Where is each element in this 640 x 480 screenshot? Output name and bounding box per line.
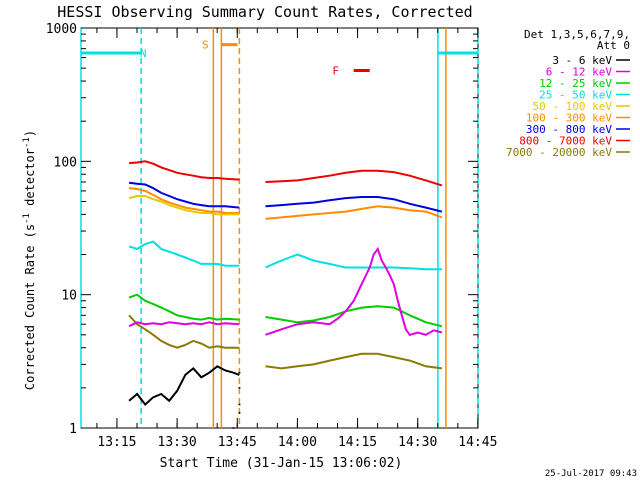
x-tick-label-1: 13:30: [158, 435, 197, 450]
legend-header-1: Att 0: [597, 39, 630, 52]
x-tick-label-0: 13:15: [97, 435, 136, 450]
flag-label-s: S: [202, 39, 209, 52]
series-3-seg-1: [265, 253, 442, 271]
y-tick-label-10: 10: [61, 289, 77, 304]
series-3-seg-0: [128, 240, 240, 267]
series-7-seg-0: [129, 160, 240, 181]
series-2-seg-1: [265, 305, 443, 328]
legend-header-0: Det 1,3,5,6,7,9,: [524, 28, 630, 41]
legend-label-0: 3 - 6 keV: [552, 54, 612, 67]
series-5-seg-0: [128, 187, 240, 214]
legend-label-6: 300 - 800 keV: [526, 123, 612, 136]
series-0-seg-0: [128, 365, 240, 406]
series-8-seg-1: [265, 352, 443, 370]
y-axis-label-part-0: Corrected Count Rate (s: [23, 224, 37, 390]
y-tick-label-1: 1: [69, 422, 77, 437]
legend-label-3: 25 - 50 keV: [539, 89, 612, 102]
footer-date: 25-Jul-2017 09:43: [545, 469, 637, 479]
y-tick-label-100: 100: [54, 155, 77, 170]
x-axis-label: Start Time (31-Jan-15 13:06:02): [160, 456, 403, 471]
y-axis-label-part-1: -1: [22, 213, 32, 224]
legend-label-5: 100 - 300 keV: [526, 112, 612, 125]
series-4-seg-0: [128, 195, 240, 216]
series-1-seg-1: [265, 246, 443, 336]
y-tick-label-1000: 1000: [46, 22, 77, 37]
x-axis: 13:15 13:30 13:45 14:00 14:15 14:30 14:45: [96, 28, 497, 450]
series-6-seg-0: [128, 181, 240, 209]
y-axis: 1 10 100 1000: [46, 22, 478, 437]
series-6-seg-1: [265, 196, 443, 213]
flag-label-n: N: [140, 47, 147, 60]
y-axis-label: Corrected Count Rate (s-1 detector-1): [22, 130, 37, 390]
y-axis-label-part-2: detector: [23, 148, 37, 213]
series-8-seg-0: [128, 314, 240, 349]
chart-title: HESSI Observing Summary Count Rates, Cor…: [57, 3, 472, 21]
legend-label-8: 7000 - 20000 keV: [506, 146, 612, 159]
legend-label-4: 50 - 100 keV: [533, 100, 613, 113]
series-1-seg-0: [128, 321, 240, 328]
x-tick-label-3: 14:00: [278, 435, 317, 450]
x-tick-label-4: 14:15: [338, 435, 377, 450]
series-5-seg-1: [265, 205, 443, 220]
legend-label-1: 6 - 12 keV: [546, 66, 613, 79]
legend-label-7: 800 - 7000 keV: [519, 135, 612, 148]
y-axis-label-part-3: -1: [22, 137, 32, 148]
x-tick-label-2: 13:45: [218, 435, 257, 450]
x-tick-label-6: 14:45: [458, 435, 497, 450]
series-7-seg-1: [265, 169, 443, 187]
plot-area: N S F: [80, 27, 479, 429]
flag-label-f: F: [332, 65, 339, 78]
x-tick-label-5: 14:30: [398, 435, 437, 450]
y-axis-label-part-4: ): [23, 130, 37, 137]
legend-label-2: 12 - 25 keV: [539, 77, 612, 90]
series-2-seg-0: [128, 293, 240, 321]
